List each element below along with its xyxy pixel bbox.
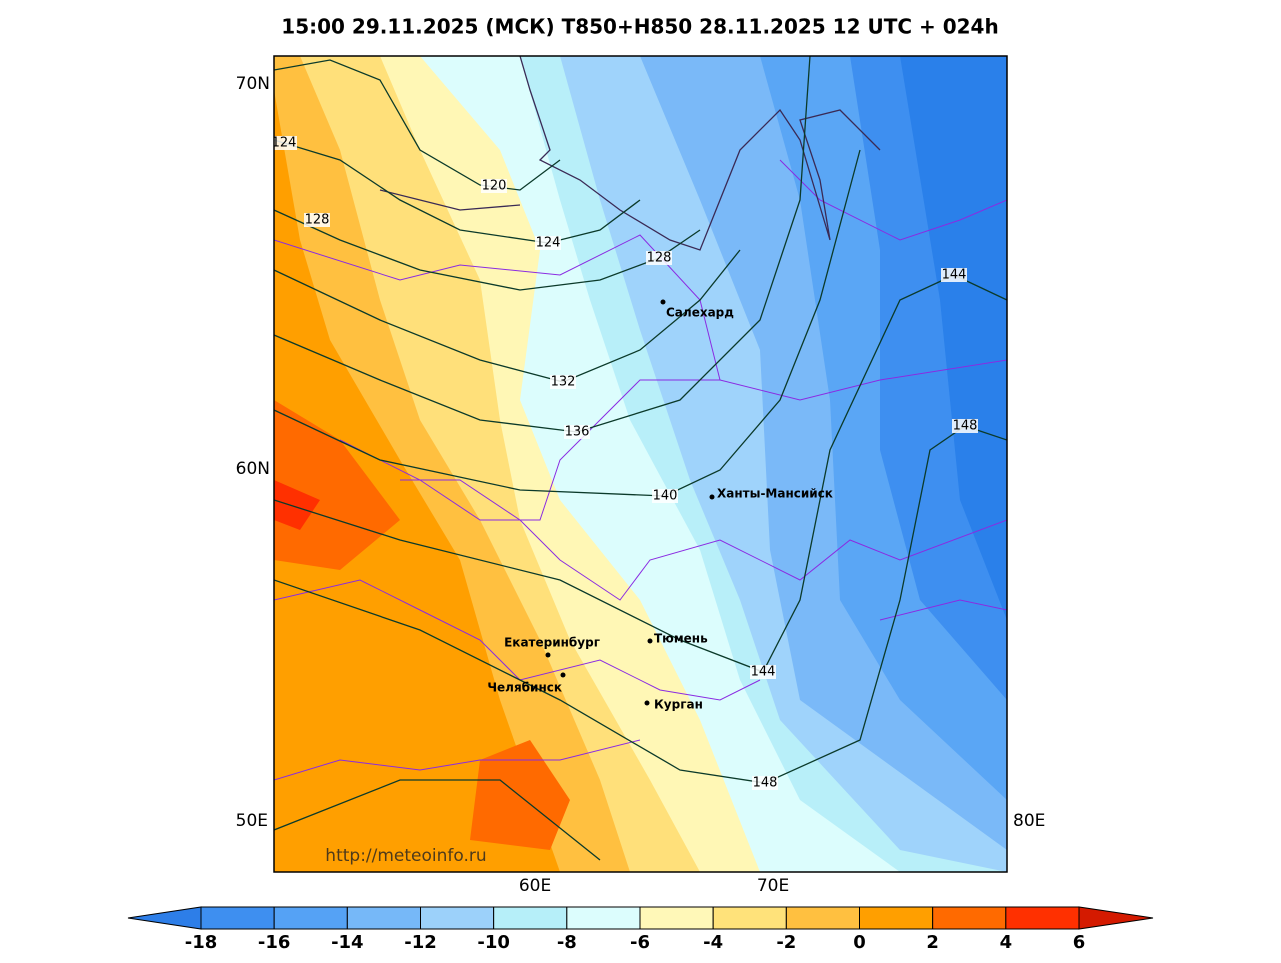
colorbar-box — [712, 906, 787, 930]
contour-label: 148 — [953, 419, 978, 434]
colorbar-arrow — [1078, 906, 1154, 930]
colorbar-box — [859, 906, 934, 930]
lat-label: 60N — [236, 459, 270, 479]
city-label: Челябинск — [487, 681, 562, 695]
city-label: Екатеринбург — [504, 636, 600, 650]
colorbar-box — [932, 906, 1007, 930]
contour-label-bg — [304, 213, 330, 227]
map: http://meteoinfo.ru 124 128 120 124 128 132 13… — [272, 56, 1007, 872]
contour-label-bg — [941, 268, 967, 282]
contour-label-bg — [952, 419, 978, 433]
contour-label: 140 — [653, 489, 678, 504]
watermark: http://meteoinfo.ru — [325, 846, 486, 866]
colorbar-box — [420, 906, 495, 930]
contour-label: 136 — [565, 425, 590, 440]
contour-label-bg — [750, 665, 776, 679]
colorbar-tick-label: 4 — [1000, 932, 1013, 953]
colorbar-tick-label: -16 — [258, 932, 291, 953]
lat-label: 50E — [236, 811, 268, 831]
colorbar-tick-label: 2 — [926, 932, 939, 953]
contour-label: 124 — [536, 236, 561, 251]
city-label: Курган — [654, 698, 703, 712]
city-dot — [647, 638, 653, 644]
colorbar-tick-label: -4 — [703, 932, 723, 953]
city-dot — [660, 299, 666, 305]
colorbar-tick-label: -10 — [477, 932, 510, 953]
contour-label: 124 — [272, 136, 297, 151]
colorbar-box — [273, 906, 348, 930]
contour-label: 144 — [751, 665, 776, 680]
colorbar-tick-label: -2 — [776, 932, 796, 953]
colorbar-tick-label: 6 — [1073, 932, 1086, 953]
lon-label: 70E — [757, 876, 789, 896]
contour-label: 128 — [305, 213, 330, 228]
city-label: Ханты-Мансийск — [717, 487, 833, 501]
colorbar-box — [493, 906, 568, 930]
contour-label-bg — [535, 236, 561, 250]
city-label: Тюмень — [654, 632, 708, 646]
contour-label-bg — [550, 375, 576, 389]
contour-label: 128 — [647, 251, 672, 266]
map-frame — [273, 55, 1008, 873]
contour-label: 132 — [551, 375, 576, 390]
city-dot — [545, 652, 551, 658]
title: 15:00 29.11.2025 (МСК) T850+H850 28.11.2… — [281, 15, 998, 39]
colorbar-tick-label: -14 — [331, 932, 364, 953]
colorbar-box — [200, 906, 275, 930]
contour-label-bg — [646, 251, 672, 265]
contour-label-bg — [274, 136, 297, 150]
contour-label-bg — [752, 776, 778, 790]
colorbar-box — [346, 906, 422, 930]
lon-label: 80E — [1013, 811, 1045, 831]
lat-label: 70N — [236, 74, 270, 94]
colorbar-box — [639, 906, 714, 930]
lon-label: 60E — [519, 876, 551, 896]
colorbar-arrow — [127, 906, 202, 930]
contour-label: 120 — [482, 179, 507, 194]
colorbar-tick-label: -6 — [630, 932, 650, 953]
city-dot — [560, 672, 566, 678]
contour-label-bg — [652, 489, 678, 503]
colorbar-box — [1005, 906, 1080, 930]
contour-label: 148 — [753, 776, 778, 791]
city-dot — [709, 494, 715, 500]
city-dot — [644, 700, 650, 706]
city-label: Салехард — [666, 306, 734, 320]
contour-label-bg — [481, 179, 507, 193]
contour-label-bg — [564, 425, 590, 439]
colorbar-tick-label: -18 — [185, 932, 218, 953]
colorbar-box — [566, 906, 641, 930]
colorbar: -18 -16 -14 -12 -10 -8 -6 -4 -2 0 2 4 6 — [127, 906, 1154, 953]
colorbar-tick-label: -12 — [404, 932, 437, 953]
colorbar-tick-label: 0 — [853, 932, 866, 953]
contour-label: 144 — [942, 268, 967, 283]
colorbar-box — [785, 906, 860, 930]
colorbar-tick-label: -8 — [557, 932, 577, 953]
